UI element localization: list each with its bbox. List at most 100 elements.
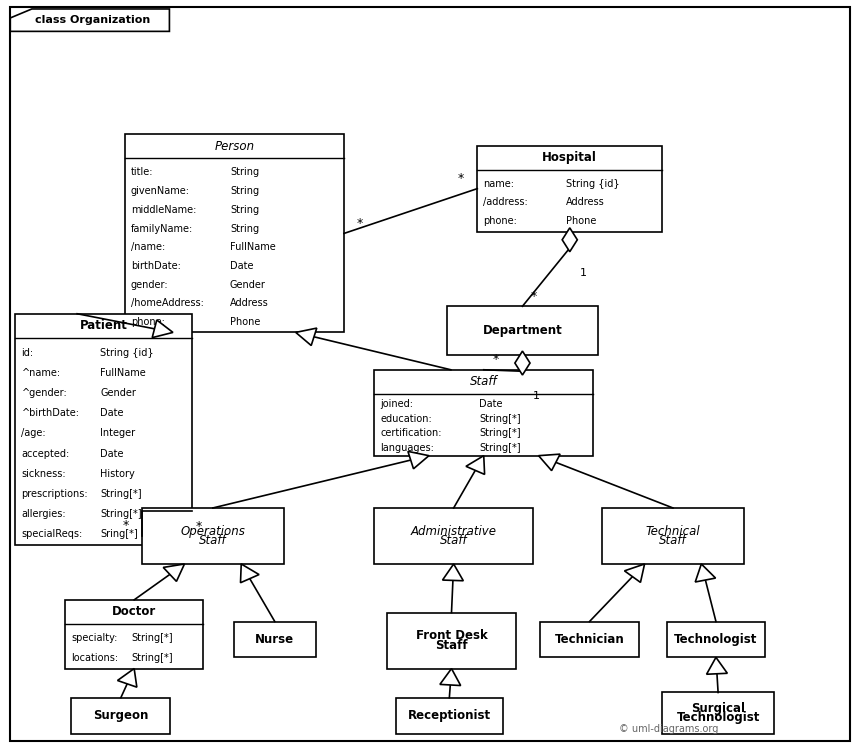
Text: Staff: Staff [659,534,687,548]
Bar [540,622,639,657]
Text: Hospital: Hospital [543,151,597,164]
Text: Date: Date [100,449,124,459]
Polygon shape [695,564,716,582]
Text: *: * [531,290,538,303]
Polygon shape [562,228,577,252]
Text: *: * [492,353,499,366]
Text: Technologist: Technologist [677,711,759,725]
Polygon shape [241,564,259,583]
Bar [666,622,765,657]
Text: ^birthDate:: ^birthDate: [22,409,79,418]
Text: String: String [230,205,259,215]
Bar [71,698,170,734]
Bar [234,622,316,657]
Text: *: * [458,172,464,185]
Text: sickness:: sickness: [22,468,66,479]
Text: Date: Date [100,409,124,418]
Text: languages:: languages: [380,443,434,453]
Polygon shape [515,351,530,375]
Text: String {id}: String {id} [100,348,154,358]
Text: Receptionist: Receptionist [408,709,491,722]
Text: Staff: Staff [470,375,498,388]
Text: String: String [230,167,259,177]
Text: phone:: phone: [483,216,517,226]
Text: title:: title: [131,167,153,177]
Text: Date: Date [230,261,254,271]
Text: gender:: gender: [131,279,169,290]
Text: Integer: Integer [100,429,135,438]
Text: familyName:: familyName: [131,223,193,234]
Text: /age:: /age: [22,429,46,438]
Bar [15,314,192,545]
Text: Staff: Staff [199,534,227,548]
Text: specialReqs:: specialReqs: [22,529,83,539]
Text: givenName:: givenName: [131,186,190,196]
Bar [142,508,284,564]
Text: Gender: Gender [100,388,136,398]
Text: Patient: Patient [80,319,127,332]
Text: education:: education: [380,414,432,424]
Polygon shape [118,669,137,687]
Text: Date: Date [479,400,503,409]
Text: certification:: certification: [380,428,442,438]
Text: *: * [196,520,202,533]
Text: Doctor: Doctor [112,605,157,619]
Text: Administrative: Administrative [411,524,497,538]
Polygon shape [538,454,560,471]
Text: class Organization: class Organization [35,15,150,25]
Text: Surgical: Surgical [691,701,745,715]
Text: Nurse: Nurse [255,633,294,646]
Text: specialty:: specialty: [71,633,118,643]
Polygon shape [408,451,429,469]
Text: String[*]: String[*] [100,489,142,499]
Text: Sring[*]: Sring[*] [100,529,138,539]
Text: String {id}: String {id} [566,179,620,189]
Polygon shape [707,657,728,675]
Text: Staff: Staff [435,639,468,652]
Text: Phone: Phone [566,216,597,226]
Polygon shape [296,328,316,346]
Text: © uml-diagrams.org: © uml-diagrams.org [619,724,719,734]
Text: accepted:: accepted: [22,449,70,459]
Text: Front Desk: Front Desk [415,629,488,642]
Bar [477,146,662,232]
Bar [602,508,744,564]
Text: FullName: FullName [100,368,146,378]
Text: middleName:: middleName: [131,205,196,215]
Polygon shape [10,9,169,31]
Polygon shape [443,564,464,580]
Text: String[*]: String[*] [132,653,173,663]
Text: /homeAddress:: /homeAddress: [131,298,204,309]
Text: Operations: Operations [181,524,245,538]
Text: Technician: Technician [555,633,624,646]
Text: Address: Address [566,197,605,208]
Bar [662,692,774,734]
Text: ^name:: ^name: [22,368,60,378]
Text: allergies:: allergies: [22,509,66,519]
Text: String: String [230,186,259,196]
Bar [374,370,593,456]
Text: String[*]: String[*] [132,633,173,643]
Text: joined:: joined: [380,400,413,409]
Text: String[*]: String[*] [479,428,521,438]
Text: Technical: Technical [646,524,700,538]
Bar [125,134,344,332]
Text: Surgeon: Surgeon [93,709,149,722]
Polygon shape [440,669,461,686]
Bar [374,508,533,564]
Text: *: * [357,217,363,230]
Bar [65,600,203,669]
Bar [396,698,503,734]
Text: Gender: Gender [230,279,266,290]
Polygon shape [624,564,645,583]
Text: locations:: locations: [71,653,119,663]
Text: birthDate:: birthDate: [131,261,181,271]
Text: /name:: /name: [131,242,165,252]
Text: name:: name: [483,179,514,189]
Text: History: History [100,468,135,479]
Text: *: * [123,519,129,532]
Text: Technologist: Technologist [674,633,758,646]
Text: prescriptions:: prescriptions: [22,489,88,499]
Text: FullName: FullName [230,242,276,252]
Text: Person: Person [214,140,255,153]
